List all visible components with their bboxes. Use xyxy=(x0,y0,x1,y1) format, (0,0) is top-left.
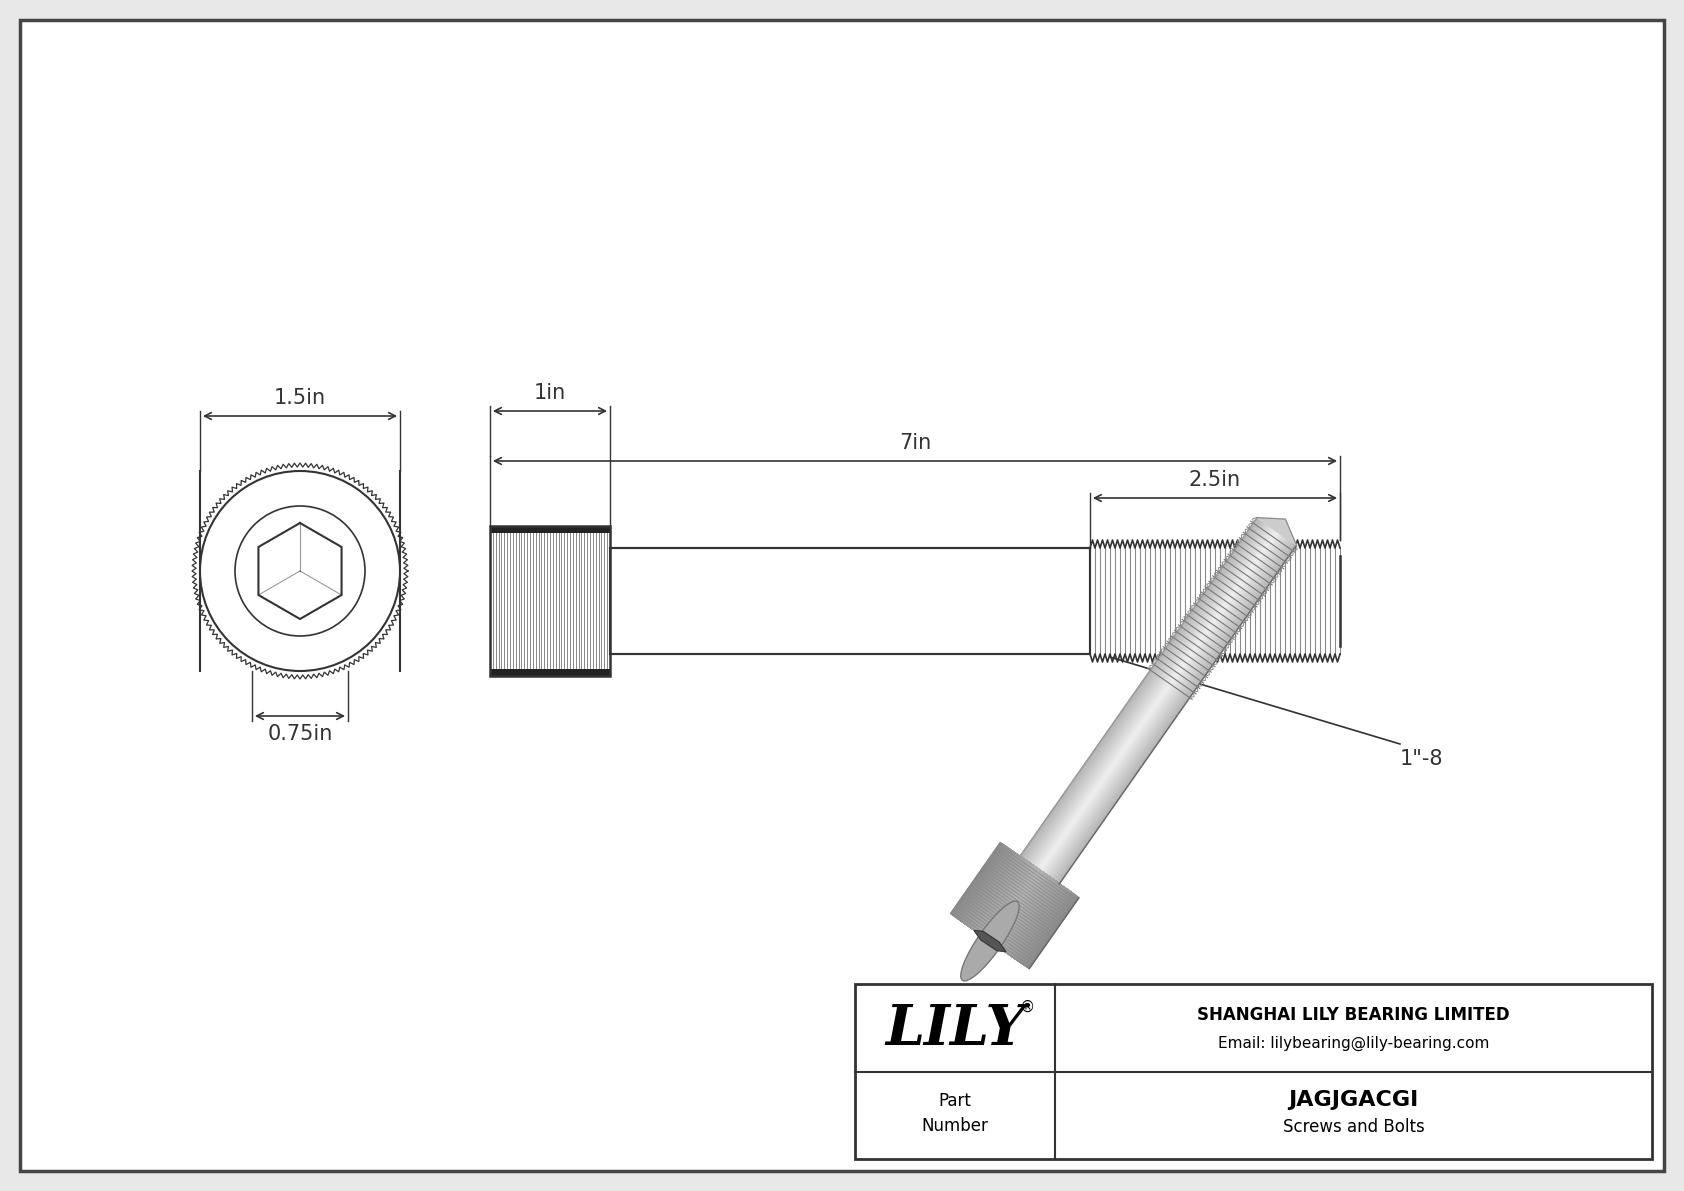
Text: 1.5in: 1.5in xyxy=(274,388,327,409)
Polygon shape xyxy=(1032,526,1285,875)
Polygon shape xyxy=(983,866,1046,946)
Bar xyxy=(490,526,610,676)
Polygon shape xyxy=(983,865,1047,946)
Circle shape xyxy=(200,470,401,671)
Polygon shape xyxy=(989,869,1041,942)
Polygon shape xyxy=(1029,523,1288,878)
Polygon shape xyxy=(972,858,1059,954)
Text: 7in: 7in xyxy=(899,434,931,453)
Text: 2.5in: 2.5in xyxy=(1189,470,1241,490)
Polygon shape xyxy=(987,868,1042,943)
Polygon shape xyxy=(970,856,1059,955)
Polygon shape xyxy=(1036,529,1280,873)
Text: JAGJGACGI: JAGJGACGI xyxy=(1288,1090,1418,1110)
Polygon shape xyxy=(978,861,1052,949)
Polygon shape xyxy=(1029,524,1288,878)
Polygon shape xyxy=(977,861,1052,950)
Polygon shape xyxy=(968,855,1061,956)
Polygon shape xyxy=(1021,518,1295,884)
Text: Part
Number: Part Number xyxy=(921,1092,989,1135)
Bar xyxy=(490,669,610,676)
Polygon shape xyxy=(951,843,1079,968)
Polygon shape xyxy=(1022,519,1293,883)
Polygon shape xyxy=(973,859,1056,953)
Text: SHANGHAI LILY BEARING LIMITED: SHANGHAI LILY BEARING LIMITED xyxy=(1197,1006,1511,1024)
Polygon shape xyxy=(973,930,1005,952)
Polygon shape xyxy=(978,862,1051,949)
Bar xyxy=(855,984,1652,1159)
Polygon shape xyxy=(1027,522,1290,879)
Polygon shape xyxy=(967,854,1063,958)
Polygon shape xyxy=(962,850,1068,960)
Polygon shape xyxy=(953,844,1078,967)
Polygon shape xyxy=(1037,530,1278,872)
Polygon shape xyxy=(965,853,1064,959)
Text: 1in: 1in xyxy=(534,384,566,403)
Polygon shape xyxy=(957,847,1073,964)
Ellipse shape xyxy=(962,902,1019,981)
Polygon shape xyxy=(963,852,1066,960)
Bar xyxy=(490,526,610,676)
Polygon shape xyxy=(1037,530,1280,872)
Polygon shape xyxy=(963,852,1066,960)
Polygon shape xyxy=(968,855,1061,956)
Text: Screws and Bolts: Screws and Bolts xyxy=(1283,1118,1425,1136)
Polygon shape xyxy=(1021,518,1297,884)
Polygon shape xyxy=(1027,523,1288,879)
Polygon shape xyxy=(1024,520,1293,881)
Polygon shape xyxy=(953,844,1076,967)
Polygon shape xyxy=(258,523,342,619)
Polygon shape xyxy=(982,865,1047,947)
Polygon shape xyxy=(975,860,1054,952)
Polygon shape xyxy=(987,868,1042,943)
Polygon shape xyxy=(1029,524,1287,877)
Polygon shape xyxy=(1022,519,1295,883)
Polygon shape xyxy=(970,856,1059,955)
Polygon shape xyxy=(1026,522,1292,880)
Polygon shape xyxy=(1034,528,1282,874)
Polygon shape xyxy=(955,846,1074,965)
Polygon shape xyxy=(192,463,408,679)
Polygon shape xyxy=(975,860,1056,952)
Polygon shape xyxy=(980,863,1049,948)
Polygon shape xyxy=(960,849,1069,961)
Text: 0.75in: 0.75in xyxy=(268,724,333,744)
Polygon shape xyxy=(957,847,1073,965)
Polygon shape xyxy=(960,849,1069,962)
Polygon shape xyxy=(980,862,1051,948)
Polygon shape xyxy=(965,853,1064,959)
Polygon shape xyxy=(958,848,1071,964)
Text: 1"-8: 1"-8 xyxy=(1399,749,1443,769)
Polygon shape xyxy=(1032,526,1283,875)
Circle shape xyxy=(236,506,365,636)
Polygon shape xyxy=(989,869,1041,942)
Polygon shape xyxy=(962,850,1068,961)
Polygon shape xyxy=(1036,529,1282,873)
Polygon shape xyxy=(955,846,1074,966)
Polygon shape xyxy=(1026,522,1290,880)
Bar xyxy=(490,526,610,534)
Polygon shape xyxy=(1031,525,1287,877)
Polygon shape xyxy=(1039,531,1278,871)
Polygon shape xyxy=(972,858,1058,954)
Text: Email: lilybearing@lily-bearing.com: Email: lilybearing@lily-bearing.com xyxy=(1218,1036,1489,1052)
Polygon shape xyxy=(985,867,1044,944)
Text: ®: ® xyxy=(1019,1000,1034,1015)
Text: LILY: LILY xyxy=(884,1002,1026,1056)
Polygon shape xyxy=(953,844,1076,966)
Polygon shape xyxy=(951,843,1078,968)
Polygon shape xyxy=(982,863,1049,947)
Polygon shape xyxy=(985,867,1044,944)
Bar xyxy=(1090,540,1340,662)
Polygon shape xyxy=(973,859,1058,953)
Polygon shape xyxy=(1034,528,1283,874)
Polygon shape xyxy=(967,854,1063,958)
Polygon shape xyxy=(983,866,1046,944)
Polygon shape xyxy=(977,860,1054,950)
Bar xyxy=(610,548,1090,654)
Polygon shape xyxy=(1024,520,1292,881)
Polygon shape xyxy=(1031,525,1285,875)
Polygon shape xyxy=(958,848,1071,962)
Polygon shape xyxy=(1258,518,1297,545)
